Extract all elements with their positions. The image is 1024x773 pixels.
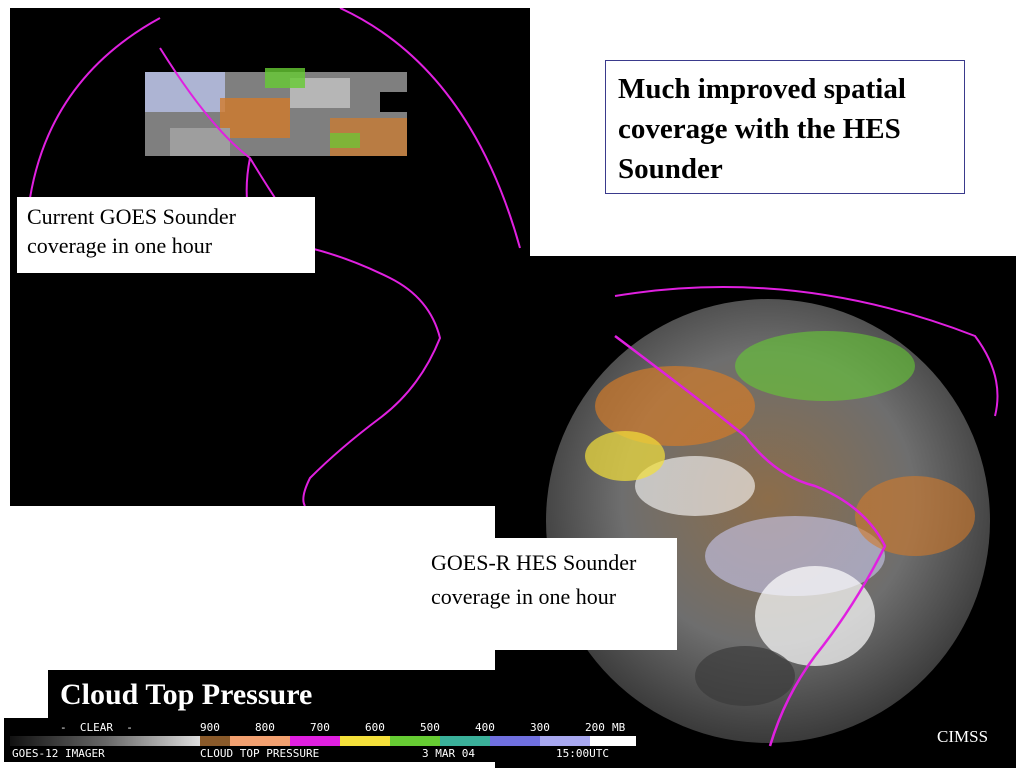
headline-text: Much improved spatial coverage with the … <box>618 73 906 186</box>
goesr-coverage-graphic <box>535 286 999 747</box>
tick-200: 200 <box>585 721 605 734</box>
goesr-caption: GOES-R HES Sounder coverage in one hour <box>421 538 677 650</box>
goesr-limb-arc <box>614 286 999 417</box>
current-goes-caption: Current GOES Sounder coverage in one hou… <box>17 197 315 273</box>
headline-box: Much improved spatial coverage with the … <box>605 60 965 194</box>
goesr-caption-text: GOES-R HES Sounder coverage in one hour <box>431 550 637 610</box>
status-date: 3 MAR 04 <box>422 747 475 760</box>
tick-900: 900 <box>200 721 220 734</box>
credit-label: CIMSS <box>937 727 989 746</box>
goesr-americas-coastline <box>614 335 887 747</box>
earth-limb-outline <box>29 7 521 249</box>
current-goes-caption-text: Current GOES Sounder coverage in one hou… <box>27 204 236 258</box>
legend-clear-label: - CLEAR - <box>60 721 133 734</box>
status-product: CLOUD TOP PRESSURE <box>200 747 320 760</box>
color-legend-bar: - CLEAR - 900 800 700 600 500 400 300 20… <box>4 718 638 762</box>
status-time: 15:00UTC <box>556 747 609 760</box>
tick-700: 700 <box>310 721 330 734</box>
legend-color-ramp <box>10 736 636 746</box>
status-instrument: GOES-12 IMAGER <box>12 747 105 760</box>
tick-300: 300 <box>530 721 550 734</box>
product-title-box: Cloud Top Pressure <box>48 670 495 720</box>
sounder-coverage-swath <box>145 68 407 156</box>
legend-ticks: 900 800 700 600 500 400 300 200 MB <box>200 721 640 734</box>
goesr-coverage-map <box>495 256 1016 768</box>
tick-400: 400 <box>475 721 495 734</box>
tick-800: 800 <box>255 721 275 734</box>
product-title-text: Cloud Top Pressure <box>60 678 313 711</box>
tick-600: 600 <box>365 721 385 734</box>
units-label: MB <box>612 721 626 734</box>
current-coverage-graphic <box>29 7 521 507</box>
tick-500: 500 <box>420 721 440 734</box>
